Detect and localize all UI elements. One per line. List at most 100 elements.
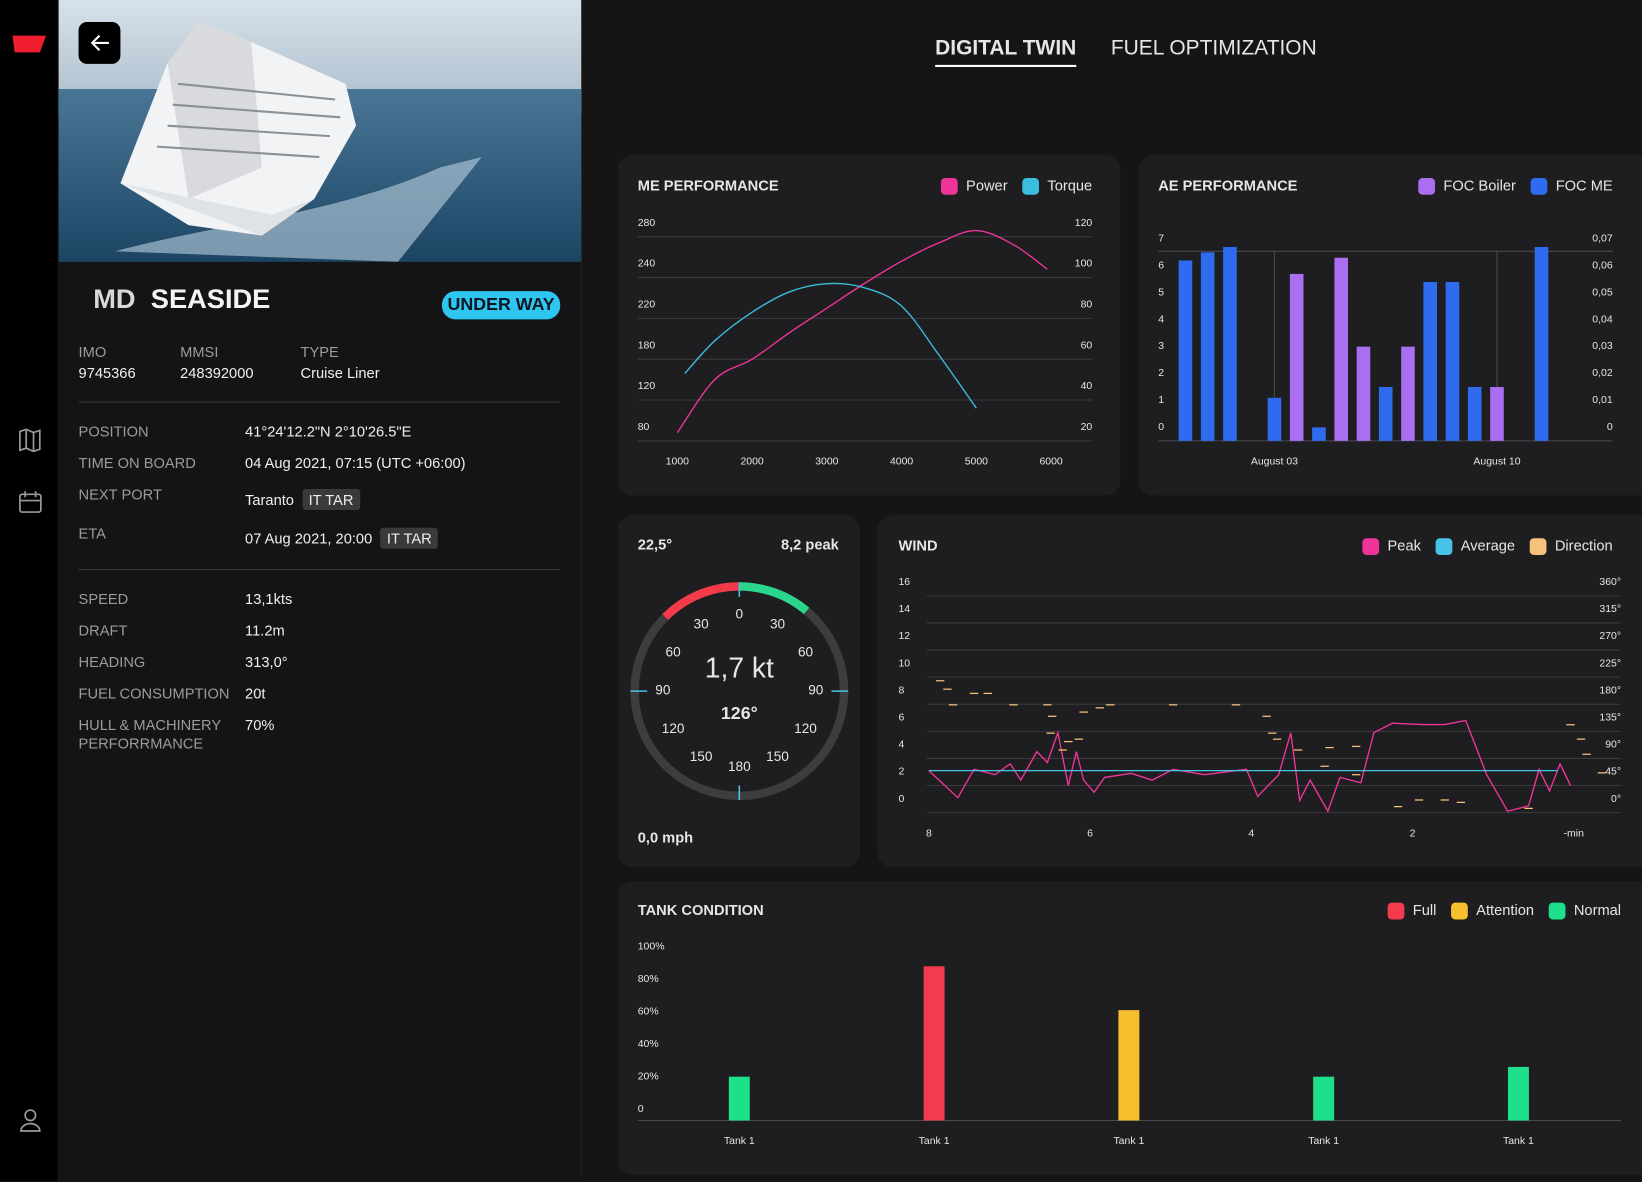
- y-tick-label: 20%: [638, 1071, 659, 1082]
- gauge-tick-label: 120: [662, 721, 685, 736]
- vessel-prefix: MD: [93, 282, 136, 315]
- y-tick-label: 100%: [638, 941, 665, 952]
- status-badge: [441, 291, 561, 320]
- stat-value: 20t: [245, 684, 266, 702]
- legend-swatch: [1451, 902, 1468, 920]
- legend-label: Full: [1413, 903, 1437, 919]
- card: [1138, 154, 1642, 496]
- y2-tick-label: 0,04: [1592, 314, 1613, 325]
- gauge-speed: 1,7 kt: [705, 652, 774, 684]
- vessel-name: SEASIDE: [150, 282, 271, 315]
- y-tick-label: 0: [638, 1104, 644, 1115]
- y2-tick-label: 0,07: [1592, 234, 1613, 245]
- x-tick-label: 4000: [890, 457, 913, 468]
- gauge-heading: 22,5°: [638, 537, 673, 553]
- port-tag: IT TAR: [380, 527, 438, 549]
- field-label: POSITION: [78, 423, 149, 440]
- ship-photo: [58, 0, 582, 262]
- y2-tick-label: 0: [1607, 422, 1613, 433]
- y-tick-label: 180: [638, 340, 656, 351]
- x-tick-label: 1000: [666, 457, 689, 468]
- field-value: Cruise Liner: [300, 364, 380, 382]
- field-value: Taranto: [245, 491, 294, 508]
- tab[interactable]: DIGITAL TWIN: [935, 37, 1076, 60]
- legend-swatch: [1548, 902, 1566, 920]
- x-tick-label: 6: [1087, 828, 1093, 839]
- y-tick-label: 2: [1158, 368, 1164, 379]
- bar: [1467, 387, 1482, 441]
- y-tick-label: 5: [1158, 287, 1164, 298]
- field-row: 41°24'12.2"N 2°10'26.5"E: [245, 422, 411, 441]
- bar: [1200, 252, 1215, 441]
- user-icon[interactable]: [24, 1109, 37, 1122]
- gauge-tick-label: 180: [728, 759, 751, 774]
- gauge-tick-label: 30: [770, 617, 786, 632]
- x-tick-label: Tank 1: [1503, 1136, 1534, 1147]
- tab[interactable]: FUEL OPTIMIZATION: [1111, 37, 1317, 60]
- nav-icons: [19, 428, 42, 1132]
- series-line: [928, 719, 1572, 813]
- field-value: 04 Aug 2021, 07:15 (UTC +06:00): [245, 454, 466, 472]
- back-arrow: [90, 34, 109, 52]
- legend-label: FOC Boiler: [1443, 178, 1516, 194]
- x-tick-label: Tank 1: [919, 1136, 950, 1147]
- bar: [923, 966, 945, 1121]
- gauge-tick-label: 0: [736, 606, 744, 621]
- legend-swatch: [1387, 902, 1405, 920]
- y-tick-label: 10: [898, 658, 910, 669]
- stat-value: 313,0°: [245, 653, 288, 671]
- status: UNDER WAY: [447, 294, 555, 315]
- y2-tick-label: 20: [1081, 422, 1093, 433]
- stat-label: FUEL CONSUMPTION: [78, 684, 230, 702]
- bar: [1534, 246, 1549, 441]
- field-row: 07 Aug 2021, 20:00 IT TAR: [245, 527, 438, 549]
- legend-swatch: [1530, 178, 1548, 195]
- y2-tick-label: 40: [1081, 381, 1093, 392]
- y2-tick-label: 0,06: [1592, 260, 1613, 271]
- legend-label: Average: [1461, 539, 1515, 555]
- y-tick-label: 80: [638, 422, 650, 433]
- card: [617, 515, 860, 868]
- stat-label: HEADING: [78, 653, 146, 671]
- series-line: [676, 229, 1048, 434]
- stat-label: SPEED: [78, 590, 129, 608]
- bar: [1378, 387, 1393, 441]
- y-tick-label: 7: [1158, 234, 1164, 245]
- y-tick-label: 280: [638, 218, 656, 229]
- series-line: [684, 282, 977, 409]
- field-value: 248392000: [180, 364, 254, 382]
- legend-label: Direction: [1555, 539, 1613, 555]
- y-tick-label: 6: [898, 712, 904, 723]
- bar: [1267, 397, 1282, 441]
- chart-title: ME PERFORMANCE: [638, 178, 779, 194]
- y2-tick-label: 270°: [1599, 631, 1621, 642]
- legend-label: Power: [966, 178, 1008, 194]
- map-icon[interactable]: [19, 428, 41, 453]
- y-tick-label: 0: [898, 794, 904, 805]
- gauge-peak: 8,2 peak: [781, 537, 840, 553]
- y-tick-label: 220: [638, 300, 656, 311]
- legend-label: Normal: [1574, 903, 1621, 919]
- field-label: TYPE: [300, 343, 339, 361]
- calendar-icon[interactable]: [19, 493, 42, 513]
- legend-label: Attention: [1476, 903, 1534, 919]
- field-label: TIME ON BOARD: [78, 454, 196, 472]
- bar: [728, 1076, 750, 1121]
- legend-label: FOC ME: [1556, 178, 1613, 194]
- field-label: MMSI: [180, 343, 219, 361]
- field-row: 04 Aug 2021, 07:15 (UTC +06:00): [245, 453, 465, 472]
- field-value: 41°24'12.2"N 2°10'26.5"E: [245, 423, 412, 440]
- bar: [1312, 427, 1326, 441]
- chart-title: TANK CONDITION: [638, 903, 764, 919]
- x-tick-label: 4: [1248, 828, 1254, 839]
- bar: [1490, 387, 1504, 441]
- y-tick-label: 12: [898, 631, 910, 642]
- x-tick-label: August 10: [1473, 457, 1520, 468]
- y-tick-label: 16: [898, 577, 910, 588]
- gauge-tick-label: 60: [666, 645, 682, 660]
- bar: [1223, 246, 1237, 441]
- gauge-tick-label: 120: [794, 721, 817, 736]
- y2-tick-label: 100: [1075, 259, 1093, 270]
- bar: [1356, 346, 1371, 441]
